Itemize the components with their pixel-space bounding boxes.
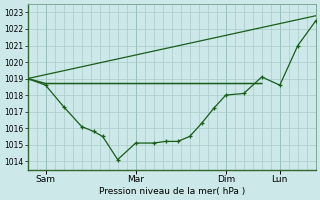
X-axis label: Pression niveau de la mer( hPa ): Pression niveau de la mer( hPa ) xyxy=(99,187,245,196)
